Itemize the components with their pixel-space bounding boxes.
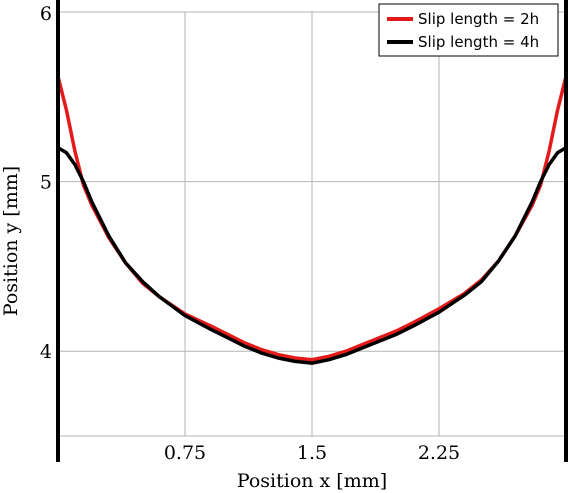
plot-frame: [56, 0, 568, 462]
y-tick-label: 5: [40, 172, 52, 194]
series-lines: [56, 74, 568, 365]
legend: Slip length = 2h Slip length = 4h: [378, 3, 559, 57]
legend-label-slip-2h: Slip length = 2h: [418, 10, 539, 28]
legend-label-slip-4h: Slip length = 4h: [418, 33, 539, 51]
x-tick-label: 2.25: [418, 442, 460, 464]
y-axis-label: Position y [mm]: [0, 166, 22, 316]
series-line-slip-4h: [56, 145, 568, 365]
x-tick-label: 1.5: [297, 442, 327, 464]
y-tick-label: 6: [40, 3, 52, 25]
tick-labels: 0.75 1.5 2.25 4 5 6: [40, 3, 460, 464]
x-axis-label: Position x [mm]: [237, 470, 387, 492]
legend-box: [378, 3, 559, 57]
grid-lines: [58, 11, 566, 437]
x-tick-label: 0.75: [164, 442, 206, 464]
y-tick-label: 4: [40, 341, 52, 363]
